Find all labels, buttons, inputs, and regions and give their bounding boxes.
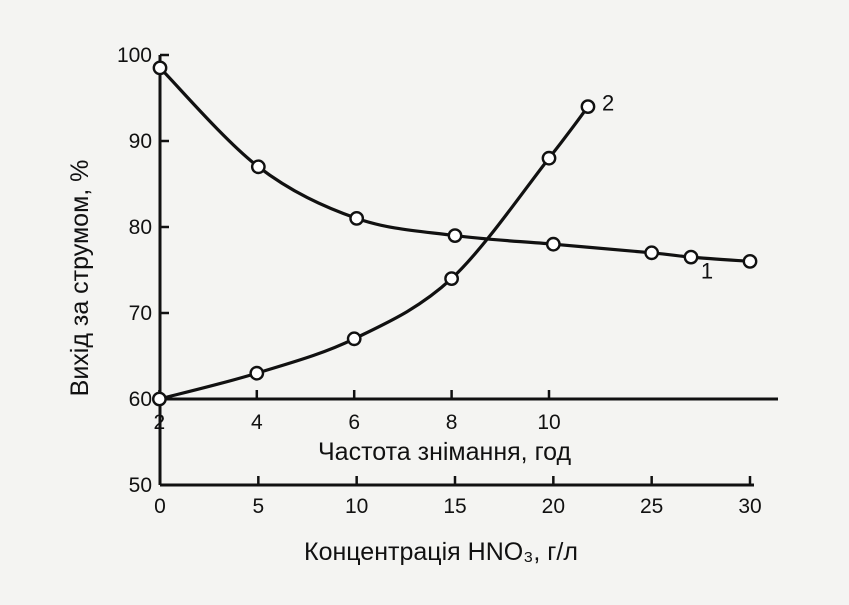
x-top-tick-label: 4 [251,411,263,434]
x-top-tick-label: 8 [446,411,458,434]
data-points [151,60,758,407]
x-bottom-tick-label: 10 [345,495,368,518]
series-label-1: 1 [701,259,713,284]
y-tick-label: 70 [129,302,152,325]
y-tick-label: 80 [129,216,152,239]
x-top-tick-label: 6 [348,411,360,434]
data-point-series-1 [545,236,561,252]
y-tick-label: 100 [117,44,152,67]
data-point-series-2 [580,99,596,115]
y-axis-title: Вихід за струмом, % [66,160,94,397]
data-point-series-2 [249,365,265,381]
data-point-series-1 [250,159,266,175]
data-point-series-1 [644,245,660,261]
x-bottom-tick-label: 0 [154,495,166,518]
x-top-tick-label: 2 [154,411,166,434]
x-bottom-tick-label: 30 [738,495,761,518]
x-bottom-tick-label: 20 [542,495,565,518]
top-axis-title: Частота знімання, год [318,438,571,466]
data-point-series-2 [346,331,362,347]
data-point-series-1 [447,228,463,244]
data-point-series-2 [151,391,167,407]
x-bottom-tick-label: 5 [252,495,264,518]
x-bottom-tick-label: 15 [443,495,466,518]
data-point-series-2 [444,271,459,286]
data-point-series-1 [152,60,168,76]
bottom-axis-title: Концентрація HNO₃, г/л [304,538,578,566]
data-point-series-1 [683,249,699,265]
x-top-tick-label: 10 [537,411,560,434]
x-bottom-tick-label: 25 [640,495,663,518]
series-label-2: 2 [602,91,614,116]
series-line-2 [158,105,590,401]
y-tick-label: 50 [129,474,152,497]
data-point-series-1 [349,210,365,226]
data-point-series-1 [742,253,758,269]
y-tick-label: 60 [129,388,152,411]
data-point-series-2 [541,150,557,166]
y-tick-label: 90 [129,130,152,153]
